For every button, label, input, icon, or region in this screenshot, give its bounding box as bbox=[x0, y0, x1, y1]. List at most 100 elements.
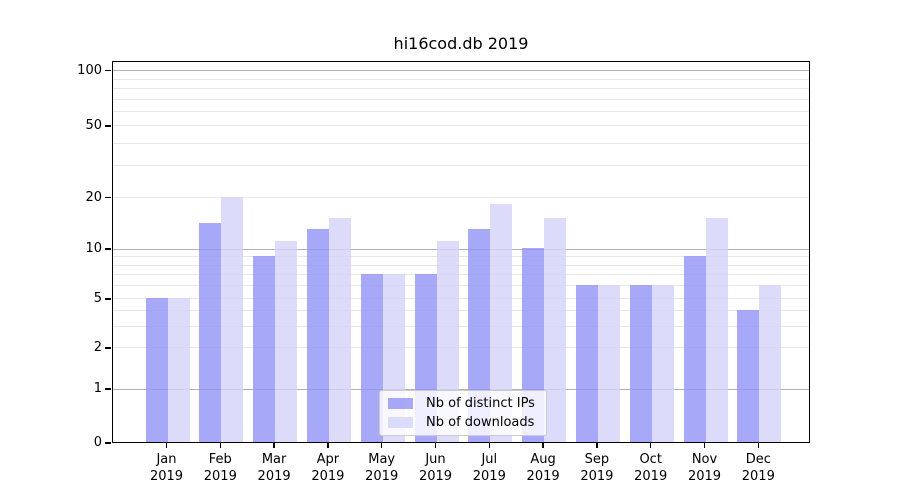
bar-distinct-ips bbox=[629, 284, 652, 442]
bar-distinct-ips bbox=[253, 255, 276, 442]
x-tick-mark bbox=[542, 443, 544, 448]
x-tick-year: 2019 bbox=[418, 469, 453, 484]
bar-downloads bbox=[221, 196, 244, 442]
y-tick-mark bbox=[105, 442, 111, 444]
minor-gridline bbox=[113, 98, 809, 100]
x-tick-mark bbox=[165, 443, 168, 448]
x-tick-year: 2019 bbox=[257, 469, 291, 484]
minor-gridline bbox=[113, 165, 809, 167]
minor-gridline bbox=[113, 298, 809, 300]
x-tick-month: Jan bbox=[156, 452, 177, 467]
y-tick-label: 10 bbox=[85, 241, 102, 257]
bar-distinct-ips bbox=[737, 309, 760, 442]
y-tick-mark bbox=[105, 196, 111, 199]
bar-distinct-ips bbox=[683, 255, 706, 442]
y-tick-label: 1 bbox=[93, 381, 102, 397]
bar-downloads bbox=[597, 284, 620, 442]
x-tick-label: Jun 2019 bbox=[404, 451, 468, 485]
minor-gridline bbox=[113, 274, 809, 276]
y-tick-mark bbox=[105, 248, 111, 250]
bar-downloads bbox=[490, 204, 513, 442]
x-tick-year: 2019 bbox=[634, 469, 668, 484]
x-tick-label: Feb 2019 bbox=[188, 451, 252, 485]
x-tick-year: 2019 bbox=[526, 469, 560, 484]
x-tick-mark bbox=[434, 443, 437, 448]
x-tick-year: 2019 bbox=[311, 469, 345, 484]
y-tick-label: 20 bbox=[85, 189, 102, 205]
bar-downloads bbox=[544, 217, 567, 442]
bar-distinct-ips bbox=[306, 228, 329, 442]
bar-distinct-ips bbox=[468, 228, 491, 442]
bar-downloads bbox=[167, 298, 190, 442]
bar-distinct-ips bbox=[575, 284, 598, 442]
minor-gridline bbox=[113, 264, 809, 266]
x-tick-month: Jul bbox=[481, 452, 498, 467]
x-tick-label: Jul 2019 bbox=[457, 451, 521, 485]
bar-downloads bbox=[759, 284, 782, 442]
y-tick-label: 2 bbox=[93, 339, 102, 355]
legend-label-distinct-ips: Nb of distinct IPs bbox=[426, 396, 535, 411]
y-tick-mark bbox=[105, 298, 111, 300]
minor-gridline bbox=[113, 197, 809, 199]
x-tick-year: 2019 bbox=[472, 469, 506, 484]
minor-gridline bbox=[113, 256, 809, 258]
minor-gridline bbox=[113, 78, 809, 80]
x-tick-mark bbox=[757, 443, 760, 448]
x-tick-label: Jan 2019 bbox=[135, 451, 199, 485]
minor-gridline bbox=[113, 285, 809, 287]
minor-gridline bbox=[113, 325, 809, 327]
major-gridline bbox=[113, 248, 809, 250]
bar-distinct-ips bbox=[199, 223, 222, 442]
x-tick-mark bbox=[596, 443, 598, 448]
x-tick-label: Dec 2019 bbox=[726, 451, 790, 485]
y-tick-mark bbox=[105, 69, 111, 72]
x-tick-month: Oct bbox=[639, 452, 662, 467]
bar-downloads bbox=[275, 240, 298, 442]
y-tick-label: 0 bbox=[93, 435, 102, 450]
x-tick-label: May 2019 bbox=[350, 451, 414, 485]
y-tick-label: 100 bbox=[77, 62, 102, 78]
legend-item-downloads: Nb of downloads bbox=[388, 415, 538, 430]
legend-label-downloads: Nb of downloads bbox=[426, 415, 535, 430]
x-tick-label: Nov 2019 bbox=[673, 451, 737, 485]
x-tick-year: 2019 bbox=[687, 469, 722, 484]
minor-gridline bbox=[113, 142, 809, 144]
x-tick-label: Mar 2019 bbox=[242, 451, 306, 485]
y-tick-mark bbox=[105, 125, 111, 127]
legend-item-distinct-ips: Nb of distinct IPs bbox=[388, 396, 538, 411]
x-tick-mark bbox=[649, 443, 652, 448]
x-tick-mark bbox=[327, 443, 329, 448]
x-tick-month: Sep bbox=[584, 452, 610, 467]
x-tick-year: 2019 bbox=[203, 469, 237, 484]
x-tick-mark bbox=[380, 443, 383, 448]
x-tick-month: Feb bbox=[208, 452, 232, 467]
minor-gridline bbox=[113, 125, 809, 127]
y-tick-mark bbox=[105, 388, 111, 390]
x-tick-month: Jun bbox=[425, 452, 446, 467]
x-tick-year: 2019 bbox=[365, 469, 399, 484]
legend: Nb of distinct IPs Nb of downloads bbox=[379, 390, 547, 436]
bar-downloads bbox=[651, 284, 674, 442]
legend-swatch-distinct-ips bbox=[388, 398, 413, 409]
minor-gridline bbox=[113, 347, 809, 349]
x-tick-month: Mar bbox=[261, 452, 287, 467]
x-tick-year: 2019 bbox=[741, 469, 775, 484]
y-tick-label: 50 bbox=[85, 117, 102, 133]
bar-distinct-ips bbox=[145, 298, 168, 442]
bar-downloads bbox=[705, 217, 728, 442]
x-tick-month: Aug bbox=[530, 452, 556, 467]
bar-distinct-ips bbox=[360, 273, 383, 442]
x-tick-mark bbox=[273, 443, 275, 448]
legend-swatch-downloads bbox=[388, 417, 413, 428]
y-tick-label: 5 bbox=[93, 290, 102, 306]
x-tick-label: Oct 2019 bbox=[619, 451, 683, 485]
major-gridline bbox=[113, 70, 809, 72]
x-tick-month: Apr bbox=[316, 452, 340, 467]
x-tick-label: Sep 2019 bbox=[565, 451, 629, 485]
bar-downloads bbox=[328, 217, 351, 442]
y-tick-mark bbox=[105, 347, 111, 349]
x-tick-month: May bbox=[368, 452, 396, 467]
x-tick-mark bbox=[703, 443, 706, 448]
major-gridline bbox=[113, 388, 809, 390]
